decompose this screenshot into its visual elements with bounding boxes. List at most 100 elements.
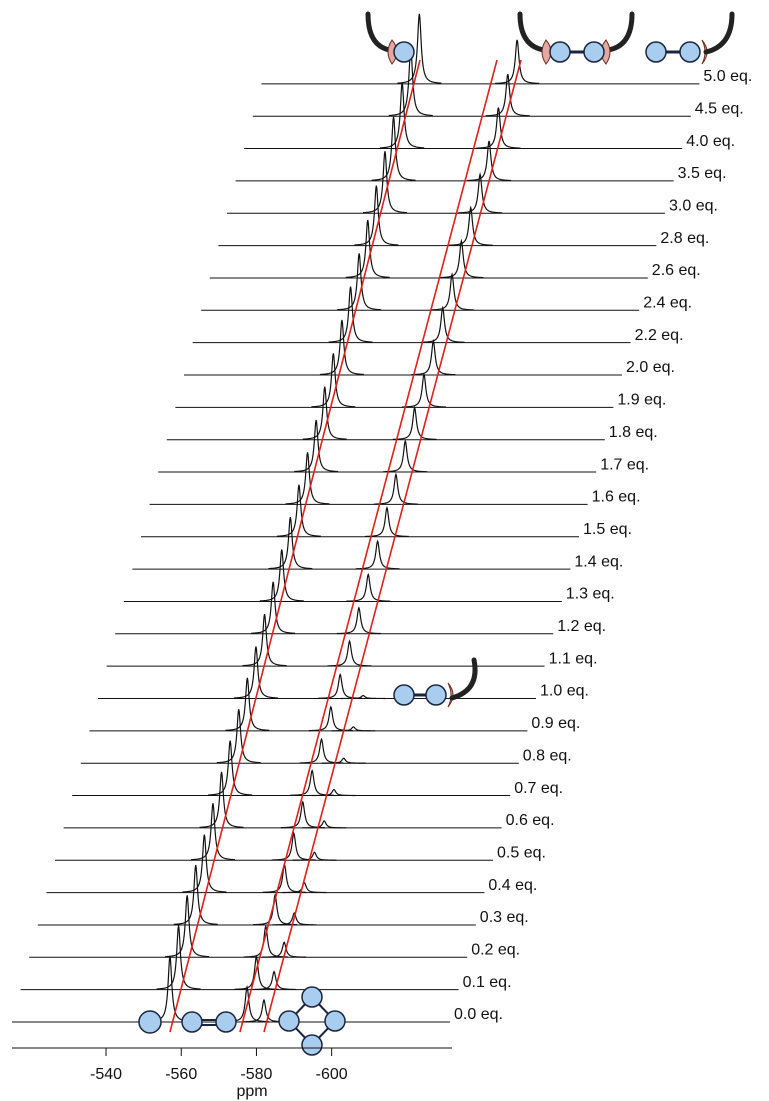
peak	[268, 516, 313, 570]
peak	[294, 419, 339, 473]
peak	[311, 788, 356, 797]
peak	[251, 581, 296, 634]
icon	[679, 41, 701, 63]
trace-label: 2.8 eq.	[660, 230, 709, 247]
trace-label: 0.9 eq.	[531, 715, 580, 732]
peak	[331, 726, 376, 732]
x-axis: -540 -560 -580 -600	[12, 1047, 452, 1083]
icon	[301, 986, 323, 1008]
peak	[233, 646, 278, 699]
peak	[272, 912, 317, 926]
peak	[341, 694, 386, 700]
peak	[380, 82, 425, 149]
icon	[393, 41, 415, 63]
trace-label: 1.0 eq.	[540, 683, 589, 700]
icon	[301, 1034, 323, 1056]
peak	[262, 941, 307, 958]
peak	[234, 954, 279, 990]
peak	[495, 39, 540, 85]
peak	[252, 970, 297, 991]
peak	[439, 238, 484, 279]
trace-label: 0.3 eq.	[480, 909, 529, 926]
trace-label: 2.0 eq.	[626, 359, 675, 376]
x-tick-label: -600	[316, 1066, 348, 1083]
icon	[278, 1010, 300, 1032]
trace-label: 1.7 eq.	[600, 456, 649, 473]
trace-label: 1.1 eq.	[549, 650, 598, 667]
peak	[430, 272, 475, 311]
guide-line	[169, 59, 421, 1033]
trace-label: 0.6 eq.	[506, 812, 555, 829]
peak	[190, 803, 235, 861]
peak	[392, 405, 437, 440]
peak	[345, 219, 390, 278]
peak	[208, 740, 253, 796]
guide-lines	[169, 59, 522, 1033]
spectra: 0.0 eq. 0.1 eq. 0.2 eq. 0.3 eq. 0.4 eq. 0.5 e…	[12, 13, 752, 1023]
trace-label: 0.1 eq.	[463, 974, 512, 991]
peak	[319, 319, 364, 376]
guide-line	[239, 59, 498, 1033]
trace-label: 4.5 eq.	[695, 100, 744, 117]
peak	[156, 925, 201, 990]
trace-label: 2.4 eq.	[643, 295, 692, 312]
peak	[373, 472, 418, 505]
icon	[365, 11, 393, 53]
peak	[302, 820, 347, 829]
icon	[541, 39, 552, 65]
peak	[242, 614, 287, 667]
peak	[282, 881, 327, 894]
trace-label: 3.0 eq.	[669, 197, 718, 214]
peak	[401, 372, 446, 408]
molecule-icons	[138, 11, 735, 1056]
peak	[448, 205, 493, 246]
icon	[181, 1011, 203, 1033]
peak	[199, 771, 244, 828]
peak	[476, 107, 521, 149]
icon	[324, 1010, 346, 1032]
guide-line	[263, 59, 522, 1033]
peak	[165, 895, 210, 958]
peak	[328, 286, 373, 343]
icon	[138, 1010, 162, 1034]
trace-label: 0.2 eq.	[471, 942, 520, 959]
peak	[371, 116, 416, 181]
trace-label: 1.5 eq.	[583, 521, 632, 538]
peak	[420, 305, 465, 343]
trace-label: 3.5 eq.	[678, 165, 727, 182]
peak	[292, 851, 337, 861]
trace-label: 2.6 eq.	[652, 262, 701, 279]
peak	[216, 709, 261, 764]
peak	[302, 386, 347, 440]
trace-label: 1.3 eq.	[566, 586, 615, 603]
peak	[259, 549, 304, 602]
trace-label: 1.6 eq.	[592, 489, 641, 506]
peak	[173, 864, 218, 925]
icon	[447, 682, 454, 708]
peak	[327, 639, 372, 667]
icon	[425, 684, 447, 706]
peak	[280, 800, 325, 829]
peak	[458, 171, 503, 214]
trace-label: 4.0 eq.	[686, 133, 735, 150]
peak	[276, 484, 321, 537]
peak	[364, 505, 409, 538]
trace-label: 0.8 eq.	[523, 747, 572, 764]
icon	[449, 657, 478, 701]
trace-label: 0.0 eq.	[454, 1006, 503, 1023]
trace-label: 1.8 eq.	[609, 424, 658, 441]
peak	[311, 353, 356, 408]
peak	[253, 893, 298, 926]
peak	[383, 439, 428, 473]
peak	[243, 924, 288, 958]
peak	[467, 140, 512, 182]
icon	[583, 41, 605, 63]
x-tick-label: -580	[240, 1066, 272, 1083]
trace-label: 5.0 eq.	[703, 68, 752, 85]
peak	[362, 151, 407, 214]
icon	[703, 11, 735, 55]
trace-label: 1.4 eq.	[574, 553, 623, 570]
icon	[645, 41, 667, 63]
peak	[225, 677, 270, 731]
